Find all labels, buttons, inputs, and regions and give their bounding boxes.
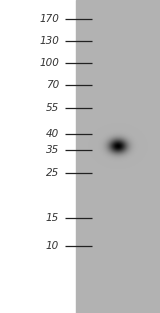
- Text: 35: 35: [46, 145, 59, 155]
- Text: 15: 15: [46, 213, 59, 223]
- Text: 40: 40: [46, 129, 59, 139]
- Text: 25: 25: [46, 168, 59, 178]
- Text: 55: 55: [46, 103, 59, 113]
- Bar: [76, 0, 160, 313]
- Text: 70: 70: [46, 80, 59, 90]
- Text: 170: 170: [39, 14, 59, 24]
- Bar: [0, 0, 76, 313]
- Text: 130: 130: [39, 36, 59, 46]
- Text: 10: 10: [46, 241, 59, 251]
- Text: 100: 100: [39, 58, 59, 68]
